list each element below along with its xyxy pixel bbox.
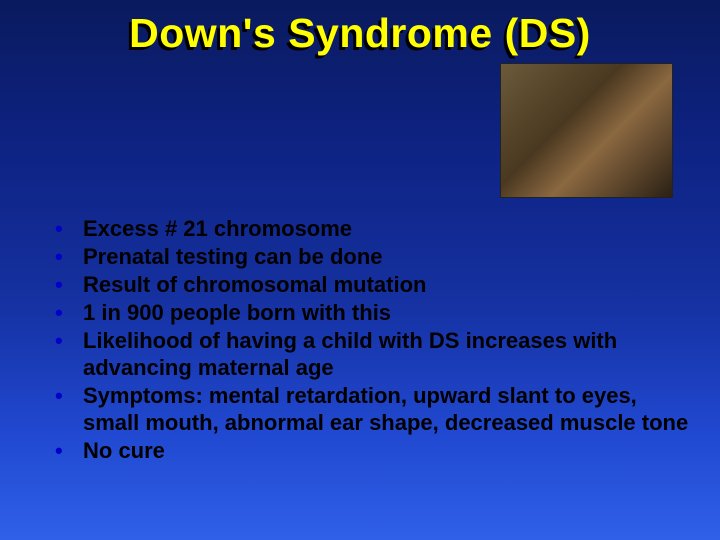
bullet-text: Prenatal testing can be done (83, 243, 690, 270)
bullet-text: Likelihood of having a child with DS inc… (83, 327, 690, 381)
list-item: • No cure (55, 437, 690, 464)
bullet-icon: • (55, 271, 83, 298)
bullet-text: Result of chromosomal mutation (83, 271, 690, 298)
bullet-icon: • (55, 299, 83, 326)
slide-photo-placeholder (500, 63, 673, 198)
bullet-text: No cure (83, 437, 690, 464)
bullet-text: 1 in 900 people born with this (83, 299, 690, 326)
bullet-icon: • (55, 215, 83, 242)
list-item: • Symptoms: mental retardation, upward s… (55, 382, 690, 436)
slide-title-text: Down's Syndrome (DS) (0, 10, 720, 57)
slide-title: Down's Syndrome (DS) Down's Syndrome (DS… (0, 10, 720, 57)
list-item: • Likelihood of having a child with DS i… (55, 327, 690, 381)
list-item: • Prenatal testing can be done (55, 243, 690, 270)
bullet-text: Excess # 21 chromosome (83, 215, 690, 242)
list-item: • Excess # 21 chromosome (55, 215, 690, 242)
bullet-icon: • (55, 243, 83, 270)
bullet-icon: • (55, 382, 83, 409)
bullet-text: Symptoms: mental retardation, upward sla… (83, 382, 690, 436)
bullet-icon: • (55, 437, 83, 464)
bullet-icon: • (55, 327, 83, 354)
list-item: • Result of chromosomal mutation (55, 271, 690, 298)
bullet-list: • Excess # 21 chromosome • Prenatal test… (55, 215, 690, 465)
list-item: • 1 in 900 people born with this (55, 299, 690, 326)
